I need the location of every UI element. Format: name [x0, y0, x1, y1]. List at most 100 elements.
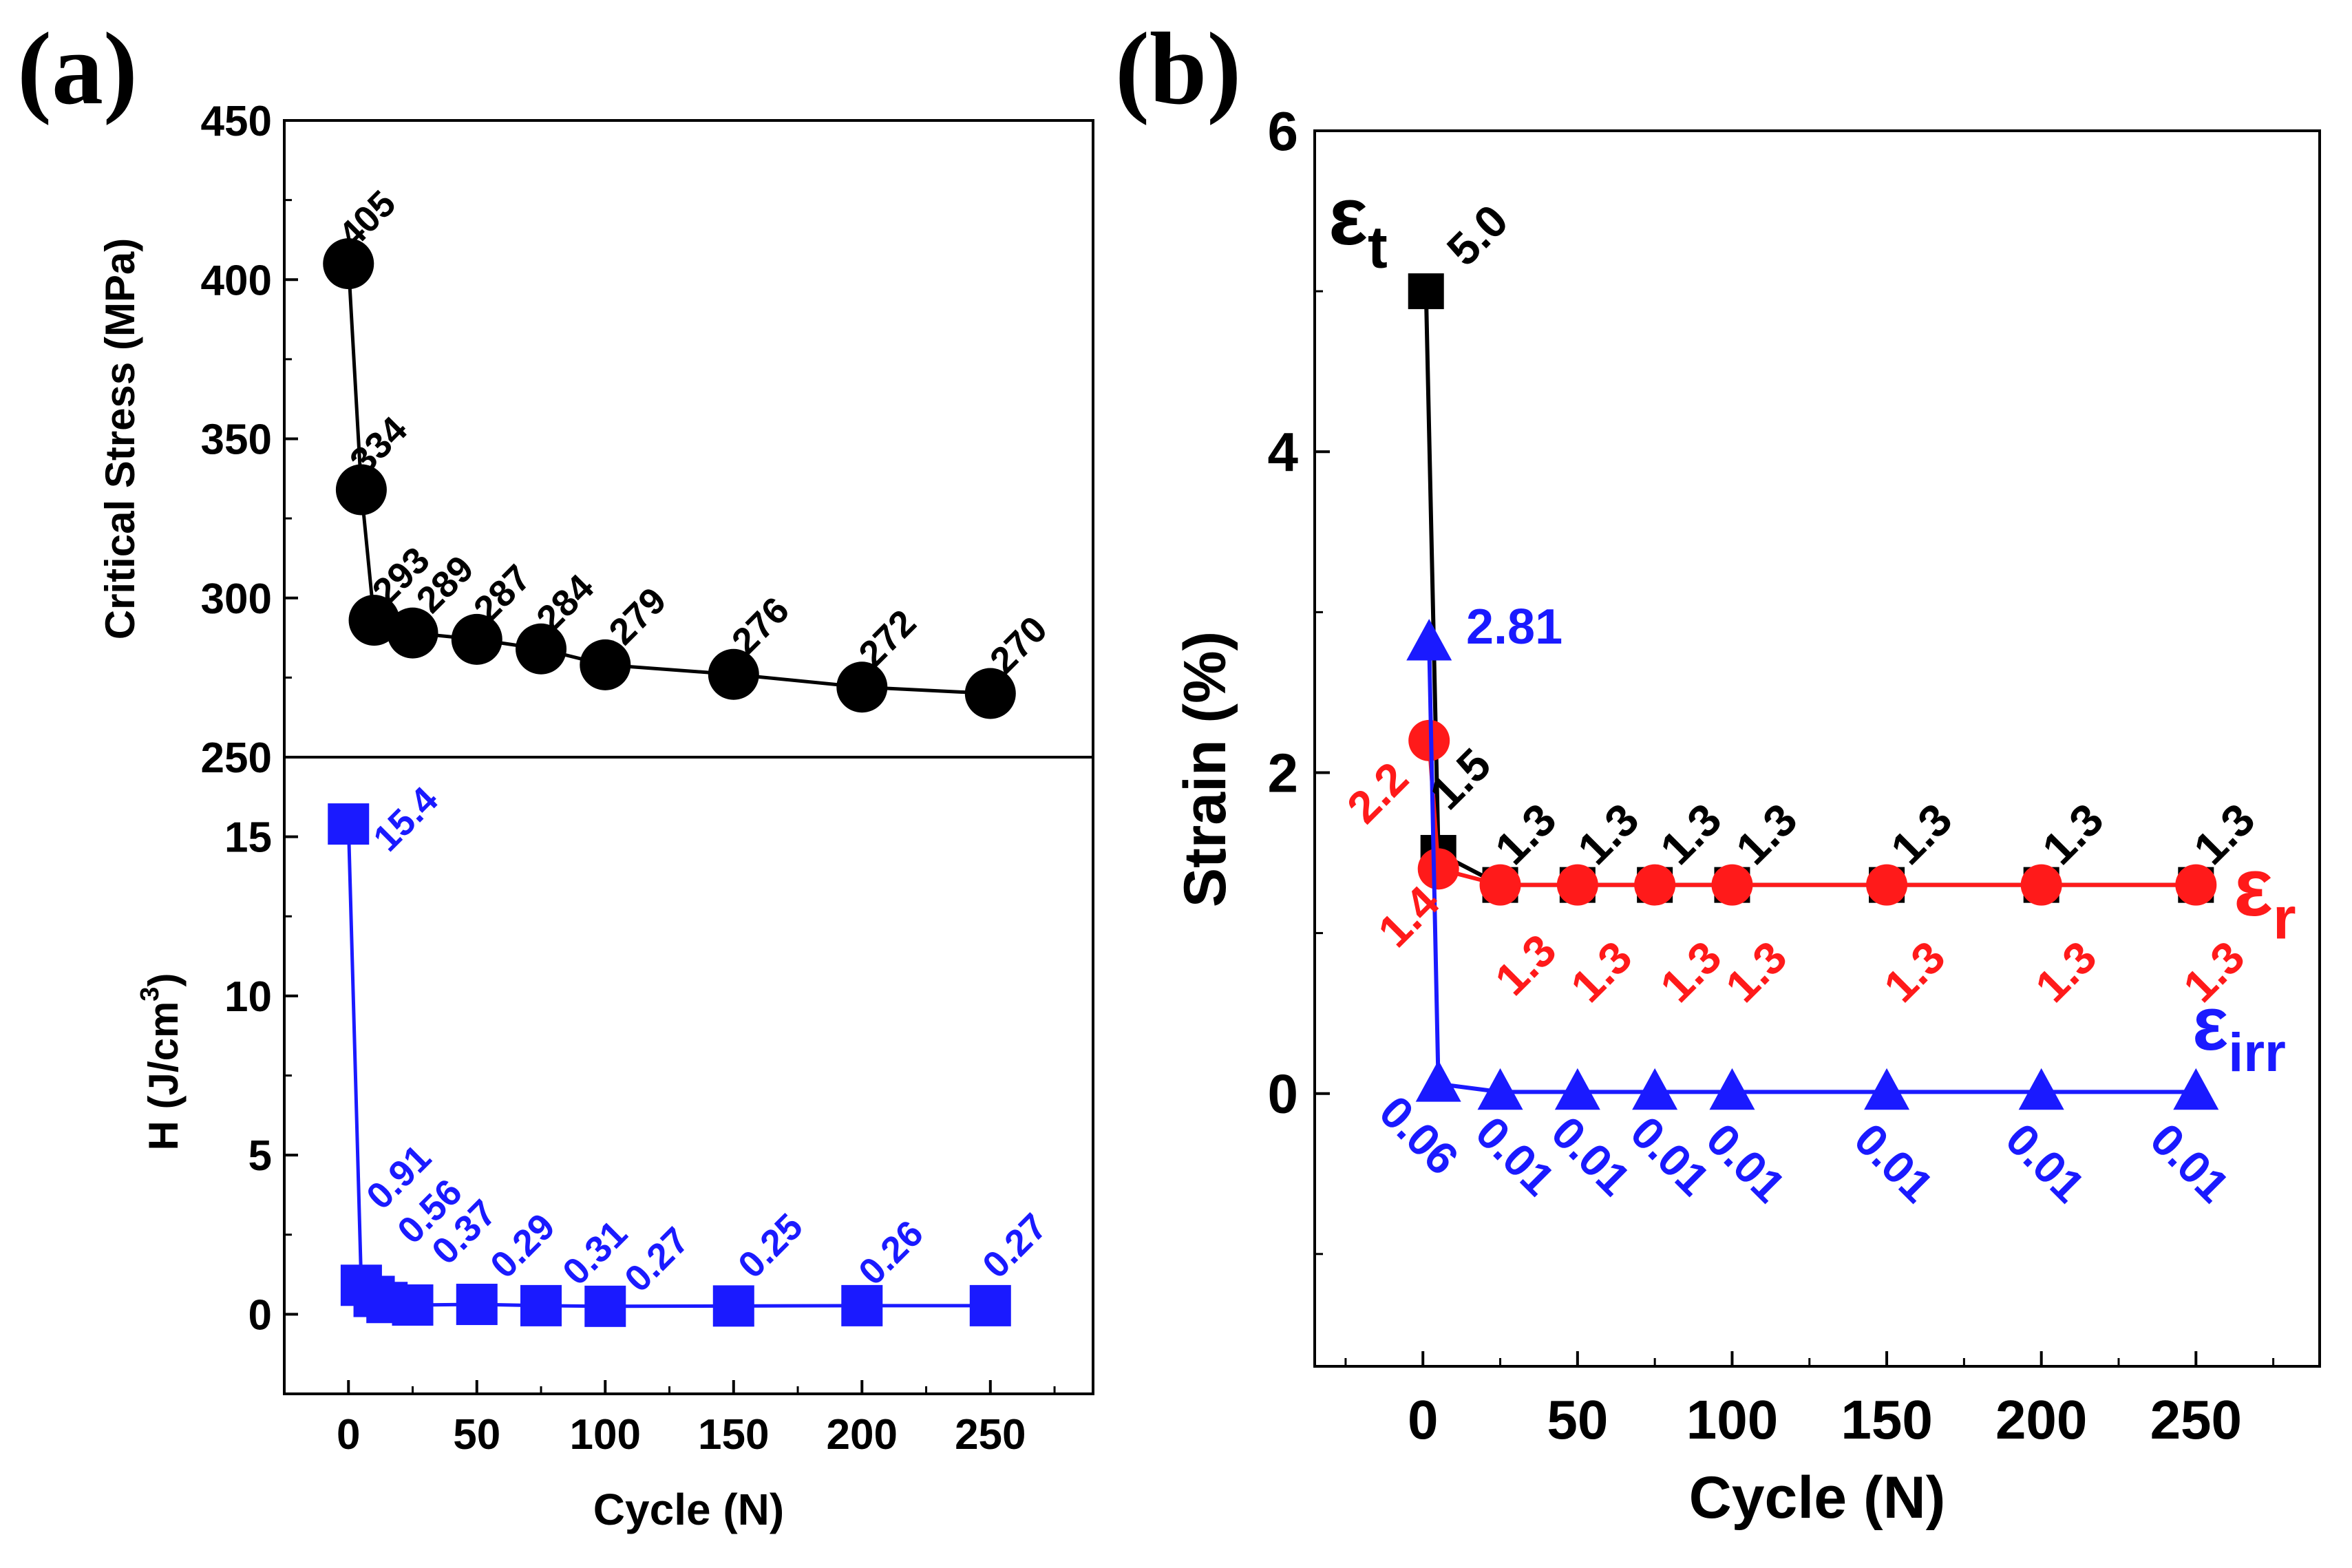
panel-b-axes-frame: [1313, 129, 2321, 1368]
data-label: 1.3: [1485, 794, 1566, 874]
y-tick-label: 6: [1268, 100, 1299, 162]
data-point: [456, 1284, 498, 1326]
y-tick-label: 0: [1268, 1063, 1299, 1125]
data-point: [584, 1285, 626, 1327]
data-label: 1.3: [1568, 794, 1649, 874]
data-point: [836, 661, 888, 713]
data-point: [1632, 1068, 1678, 1110]
data-point: [1415, 1060, 1461, 1102]
data-point: [1634, 864, 1676, 906]
data-label: 0.01: [1542, 1107, 1640, 1205]
series-line-0: [1423, 291, 2196, 887]
x-tick-label: 250: [2150, 1389, 2242, 1450]
y-tick-label: 0: [248, 1291, 272, 1339]
y-axis-label: Strain (%): [1172, 631, 1238, 907]
y-axis-label: Critical Stress (MPa): [97, 238, 143, 640]
data-point: [2020, 864, 2062, 906]
data-label: 0.01: [1996, 1114, 2095, 1212]
x-tick-label: 50: [453, 1411, 500, 1459]
data-label: 2.2: [1337, 752, 1418, 833]
x-axis-label: Cycle (N): [593, 1485, 784, 1534]
data-label: 0.01: [1466, 1107, 1565, 1205]
y-tick-label: 15: [224, 814, 272, 862]
data-point: [1417, 848, 1459, 890]
y-tick-label: 250: [201, 734, 272, 782]
data-label: 0.25: [730, 1206, 811, 1286]
x-tick-label: 200: [1995, 1389, 2087, 1450]
data-label: 0.27: [975, 1206, 1055, 1286]
data-point: [387, 607, 438, 659]
data-label: 0.31: [555, 1213, 635, 1293]
y-tick-label: 10: [224, 973, 272, 1021]
data-point: [1556, 864, 1598, 906]
data-point: [520, 1284, 562, 1326]
data-point: [712, 1285, 754, 1327]
y-tick-label: 350: [201, 416, 272, 464]
data-point: [1408, 273, 1444, 310]
series-line-2: [1427, 642, 2196, 1094]
data-label: 5.0: [1437, 195, 1518, 275]
data-label: 1.3: [2026, 931, 2106, 1012]
y-axis-label: H (J/cm3): [136, 973, 187, 1151]
data-point: [348, 595, 400, 646]
y-tick-label: 300: [201, 575, 272, 623]
x-tick-label: 100: [1686, 1389, 1778, 1450]
data-label: 0.26: [851, 1213, 931, 1293]
series-name-2: εirr: [2192, 982, 2286, 1083]
x-tick-label: 150: [1841, 1389, 1932, 1450]
y-tick-label: 400: [201, 257, 272, 304]
y-tick-label: 450: [201, 98, 272, 145]
data-point: [2173, 1068, 2219, 1110]
series-name-0: εt: [1328, 170, 1388, 281]
data-label: 1.3: [1726, 794, 1807, 874]
data-label: 1.3: [1485, 924, 1566, 1005]
x-tick-label: 200: [827, 1411, 898, 1459]
data-point: [841, 1284, 883, 1326]
data-point: [2175, 864, 2217, 906]
y-tick-label: 2: [1268, 742, 1299, 803]
data-point: [392, 1284, 434, 1326]
panel-label-a: (a): [17, 12, 138, 126]
x-tick-label: 0: [1408, 1389, 1439, 1450]
data-point: [1864, 1068, 1910, 1110]
data-label: 1.3: [1716, 931, 1797, 1012]
data-label: 1.3: [1874, 931, 1955, 1012]
x-tick-label: 250: [955, 1411, 1026, 1459]
data-point: [328, 803, 370, 845]
data-label: 15.4: [365, 779, 446, 860]
data-point: [964, 668, 1016, 719]
series-name-1: εr: [2234, 841, 2296, 952]
data-point: [580, 639, 631, 690]
data-label: 0.01: [1697, 1114, 1795, 1212]
panel-label-b: (b): [1115, 12, 1241, 126]
data-point: [969, 1284, 1011, 1326]
y-tick-label: 5: [248, 1132, 272, 1180]
data-point: [1711, 864, 1753, 906]
data-label: 1.3: [1561, 931, 1642, 1012]
data-point: [1406, 619, 1452, 661]
data-label: 1.3: [1651, 794, 1731, 874]
series-line-critical-stress: [346, 263, 990, 695]
x-tick-label: 100: [570, 1411, 641, 1459]
data-point: [1709, 1068, 1755, 1110]
data-label: 2.81: [1466, 600, 1562, 655]
x-axis-label: Cycle (N): [1689, 1465, 1946, 1531]
data-label: 0.01: [2141, 1114, 2239, 1212]
data-label: 0.01: [1845, 1114, 1943, 1212]
x-tick-label: 50: [1547, 1389, 1608, 1450]
x-tick-label: 150: [698, 1411, 769, 1459]
y-tick-label: 4: [1268, 421, 1299, 483]
data-point: [1866, 864, 1908, 906]
data-point: [2018, 1068, 2064, 1110]
data-point: [451, 613, 502, 665]
data-point: [1479, 864, 1521, 906]
data-label: 0.27: [617, 1220, 697, 1300]
data-point: [708, 648, 759, 700]
data-point: [516, 623, 567, 675]
data-point: [1554, 1068, 1600, 1110]
data-point: [1477, 1068, 1523, 1110]
data-label: 1.3: [1651, 931, 1731, 1012]
data-label: 1.3: [2033, 794, 2113, 874]
data-label: 1.3: [1881, 794, 1962, 874]
